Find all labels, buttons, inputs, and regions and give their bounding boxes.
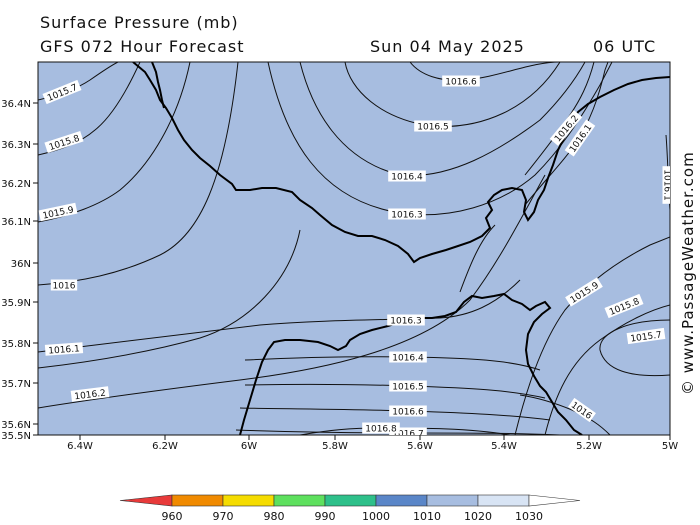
isobar-label: 1016.4	[388, 170, 426, 183]
legend-label: 1010	[413, 510, 441, 523]
isobar-1016.1	[38, 229, 301, 369]
lat-tick-label: 36.1N	[1, 217, 31, 228]
legend-label: 980	[264, 510, 285, 523]
spain-coastline	[132, 62, 670, 264]
legend-label: 990	[315, 510, 336, 523]
isobar-label: 1016.6	[442, 75, 480, 88]
lon-tick-label: 6.4W	[67, 441, 93, 452]
forecast-time: 06 UTC	[593, 37, 657, 56]
lat-tick-label: 36N	[11, 259, 31, 270]
isobar-label: 1016.1	[662, 166, 672, 204]
isobar-label: 1016.3	[387, 314, 425, 327]
lat-tick-label: 36.4N	[1, 99, 31, 110]
svg-text:1016: 1016	[53, 282, 76, 292]
lon-tick-label: 5.6W	[407, 441, 433, 452]
isobar-label: 1016.4	[389, 351, 427, 364]
svg-text:1015.7: 1015.7	[630, 330, 663, 344]
isobar-label: 1016.6	[389, 405, 427, 418]
legend-swatch	[477, 494, 530, 507]
isobar-1016	[459, 224, 496, 293]
svg-text:1016.4: 1016.4	[391, 173, 423, 183]
legend-label: 1020	[464, 510, 492, 523]
svg-text:1016.6: 1016.6	[445, 78, 477, 88]
model-run: GFS 072 Hour Forecast	[40, 37, 245, 56]
legend-label: 970	[213, 510, 234, 523]
isobar-label: 1016.8	[362, 422, 400, 435]
svg-text:1016.5: 1016.5	[417, 123, 449, 133]
forecast-date: Sun 04 May 2025	[370, 37, 525, 56]
isobar-label: 1016	[50, 279, 78, 292]
svg-text:1016.2: 1016.2	[74, 389, 106, 403]
lat-tick-label: 35.9N	[1, 298, 31, 309]
isobar-1016	[38, 62, 239, 286]
legend-swatch	[171, 494, 224, 507]
lon-tick-label: 5.4W	[491, 441, 517, 452]
legend-swatch	[426, 494, 479, 507]
svg-text:1016.7: 1016.7	[392, 430, 424, 440]
lon-tick-label: 5W	[662, 441, 678, 452]
map-frame	[37, 61, 671, 436]
isobar-1016	[519, 394, 611, 435]
isobar-label: 1016.2	[70, 386, 110, 403]
lon-tick-label: 5.8W	[322, 441, 348, 452]
legend-swatch	[273, 494, 326, 507]
isobar-label: 1016.3	[388, 208, 426, 221]
lat-tick-label: 36.3N	[1, 140, 31, 151]
lat-tick-label: 35.8N	[1, 339, 31, 350]
svg-text:1016.3: 1016.3	[390, 317, 422, 327]
svg-text:1016.8: 1016.8	[365, 425, 397, 435]
legend-label: 1030	[515, 510, 543, 523]
isobar-1015.7	[599, 319, 670, 377]
lon-tick-label: 6W	[241, 441, 257, 452]
lon-tick-label: 6.2W	[152, 441, 178, 452]
legend-label: 1000	[362, 510, 390, 523]
isobar-label: 1016.5	[414, 120, 452, 133]
lat-tick-label: 35.5N	[1, 431, 31, 442]
morocco-coastline	[239, 292, 583, 435]
legend-swatch	[528, 494, 581, 507]
legend-swatch	[119, 494, 173, 507]
lat-tick-label: 36.2N	[1, 179, 31, 190]
lat-tick-label: 35.6N	[1, 420, 31, 431]
svg-text:1016.6: 1016.6	[392, 408, 424, 418]
legend-swatch	[375, 494, 428, 507]
svg-text:1016.3: 1016.3	[391, 211, 423, 221]
isobar-label: 1016.5	[389, 380, 427, 393]
spain-coastline-north	[151, 62, 165, 109]
isobar-1016.2	[38, 174, 546, 409]
lat-tick-label: 35.7N	[1, 379, 31, 390]
lon-tick-label: 5.2W	[576, 441, 602, 452]
chart-title: Surface Pressure (mb)	[40, 13, 239, 32]
isobar-label: 1015.7	[626, 327, 666, 345]
isobar-1016.3	[267, 62, 613, 216]
svg-text:1016.1: 1016.1	[662, 169, 672, 201]
isobar-1016.3	[38, 279, 521, 353]
isobar-1016.4	[299, 62, 586, 177]
svg-text:1016.4: 1016.4	[392, 354, 424, 364]
isobar-label: 1016.7	[389, 427, 427, 440]
legend-swatch	[324, 494, 377, 507]
isobar-label: 1016.1	[44, 342, 84, 357]
svg-text:1016.5: 1016.5	[392, 383, 424, 393]
svg-text:1016.1: 1016.1	[48, 344, 80, 356]
legend-swatch	[222, 494, 275, 507]
legend-label: 960	[162, 510, 183, 523]
